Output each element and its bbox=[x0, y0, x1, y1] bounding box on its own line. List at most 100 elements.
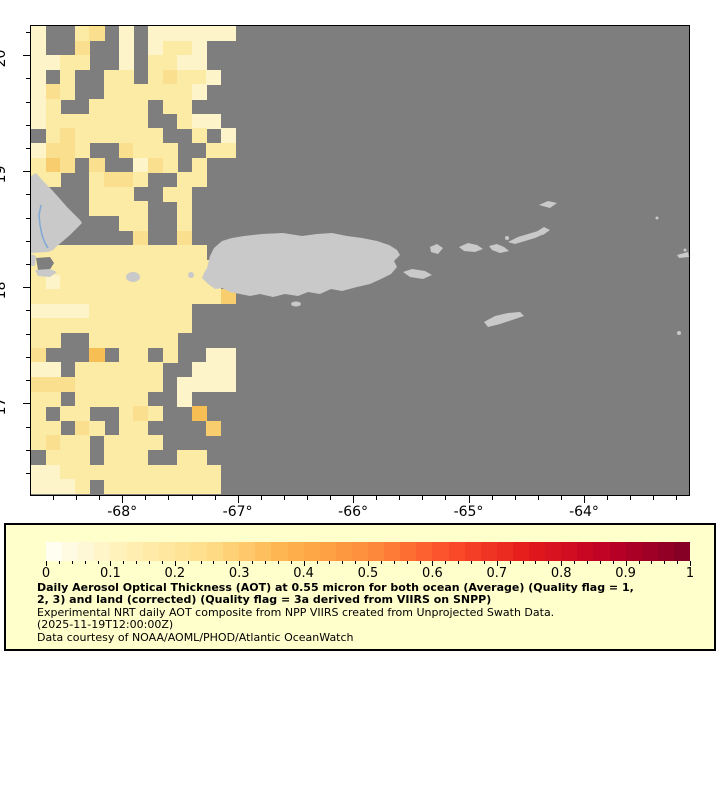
colorbar-minor-tick bbox=[277, 561, 279, 564]
sombrero-islet bbox=[655, 216, 659, 220]
lon-minor-tick bbox=[445, 496, 447, 500]
lat-minor-tick bbox=[26, 31, 30, 33]
aot-cell bbox=[74, 142, 90, 158]
colorbar-tick-label: 0 bbox=[41, 566, 51, 581]
aot-cell bbox=[31, 303, 47, 319]
colorbar-major-tick bbox=[625, 561, 627, 566]
lat-minor-tick bbox=[26, 147, 30, 149]
small-islet bbox=[683, 248, 687, 252]
colorbar-minor-tick bbox=[651, 561, 653, 564]
saona-island bbox=[35, 269, 57, 277]
aot-cell bbox=[104, 274, 120, 290]
colorbar-minor-tick bbox=[599, 561, 601, 564]
aot-cell bbox=[118, 172, 134, 188]
aot-cell bbox=[60, 259, 76, 275]
colorbar-major-tick bbox=[432, 561, 434, 566]
aot-cell bbox=[60, 479, 76, 495]
aot-cell bbox=[74, 55, 90, 71]
lat-major-tick bbox=[23, 55, 30, 56]
colorbar-minor-tick bbox=[123, 561, 125, 564]
aot-cell bbox=[104, 303, 120, 319]
lon-axis-label: -65° bbox=[453, 504, 484, 520]
aot-cell bbox=[118, 450, 134, 466]
aot-cell bbox=[31, 347, 47, 363]
aot-cell bbox=[162, 318, 178, 334]
aot-cell bbox=[162, 40, 178, 56]
lon-minor-tick bbox=[630, 496, 632, 500]
aot-cell bbox=[31, 318, 47, 334]
aot-cell bbox=[177, 201, 193, 217]
colorbar-minor-tick bbox=[393, 561, 395, 564]
aot-cell bbox=[89, 362, 105, 378]
colorbar-segment bbox=[448, 542, 465, 561]
aot-cell bbox=[221, 128, 237, 144]
lat-major-tick bbox=[23, 287, 30, 289]
anegada-island bbox=[539, 201, 557, 208]
colorbar-segment bbox=[673, 542, 691, 561]
colorbar-segment bbox=[207, 542, 224, 561]
aot-cell bbox=[31, 333, 47, 349]
colorbar-segment bbox=[641, 542, 659, 561]
aot-cell bbox=[118, 391, 134, 407]
aot-cell bbox=[162, 186, 178, 202]
aot-cell bbox=[118, 333, 134, 349]
colorbar-minor-tick bbox=[84, 561, 86, 564]
colorbar-segment bbox=[593, 542, 610, 561]
aot-cell bbox=[147, 157, 163, 173]
colorbar-minor-tick bbox=[574, 561, 576, 564]
aot-cell bbox=[162, 274, 178, 290]
colorbar-minor-tick bbox=[471, 561, 472, 564]
hispaniola-landmass bbox=[31, 173, 82, 253]
aot-cell bbox=[177, 172, 193, 188]
colorbar-segment bbox=[223, 542, 240, 561]
colorbar-segment bbox=[657, 542, 675, 561]
colorbar-segment bbox=[126, 542, 143, 561]
aot-cell bbox=[31, 142, 47, 158]
saba-islet bbox=[677, 331, 681, 335]
aot-cell bbox=[191, 479, 207, 495]
aot-cell bbox=[118, 201, 134, 217]
aot-cell bbox=[133, 230, 149, 246]
landmasses-overlay bbox=[31, 173, 689, 335]
aot-cell bbox=[147, 362, 163, 378]
aot-cell bbox=[147, 142, 163, 158]
colorbar-minor-tick bbox=[149, 561, 150, 564]
colorbar-minor-tick bbox=[290, 561, 292, 564]
aot-cell bbox=[191, 406, 207, 422]
aot-cell bbox=[89, 245, 105, 261]
colorbar-minor-tick bbox=[509, 561, 511, 564]
aot-cell bbox=[162, 55, 178, 71]
colorbar-segment bbox=[239, 542, 256, 561]
aot-cell bbox=[45, 464, 61, 480]
aot-cell bbox=[177, 318, 193, 334]
aot-cell bbox=[162, 142, 178, 158]
aot-cell bbox=[206, 479, 222, 495]
colorbar-minor-tick bbox=[213, 561, 215, 564]
jost-van-dyke-island bbox=[505, 236, 509, 240]
aot-cell bbox=[60, 450, 76, 466]
aot-cell bbox=[74, 479, 90, 495]
aot-cell bbox=[31, 69, 47, 85]
aot-cell bbox=[177, 259, 193, 275]
aot-cell bbox=[31, 406, 47, 422]
aot-cell bbox=[118, 347, 134, 363]
lon-axis-label: -64° bbox=[569, 504, 599, 520]
aot-cell bbox=[221, 362, 237, 378]
aot-cell bbox=[162, 84, 178, 100]
aot-cell bbox=[147, 259, 163, 275]
colorbar-segment bbox=[303, 542, 320, 561]
colorbar-segment bbox=[46, 542, 63, 561]
aot-cell bbox=[89, 274, 105, 290]
aot-cell bbox=[60, 318, 76, 334]
aot-cell bbox=[133, 201, 149, 217]
colorbar-segment bbox=[158, 542, 176, 561]
aot-cell bbox=[31, 99, 47, 115]
aot-cell bbox=[31, 376, 47, 392]
aot-cell bbox=[221, 376, 237, 392]
colorbar-segment bbox=[545, 542, 562, 561]
colorbar-minor-tick bbox=[265, 561, 266, 564]
colorbar-minor-tick bbox=[458, 561, 460, 564]
aot-cell bbox=[147, 376, 163, 392]
aot-cell bbox=[60, 303, 76, 319]
colorbar-minor-tick bbox=[136, 561, 138, 564]
